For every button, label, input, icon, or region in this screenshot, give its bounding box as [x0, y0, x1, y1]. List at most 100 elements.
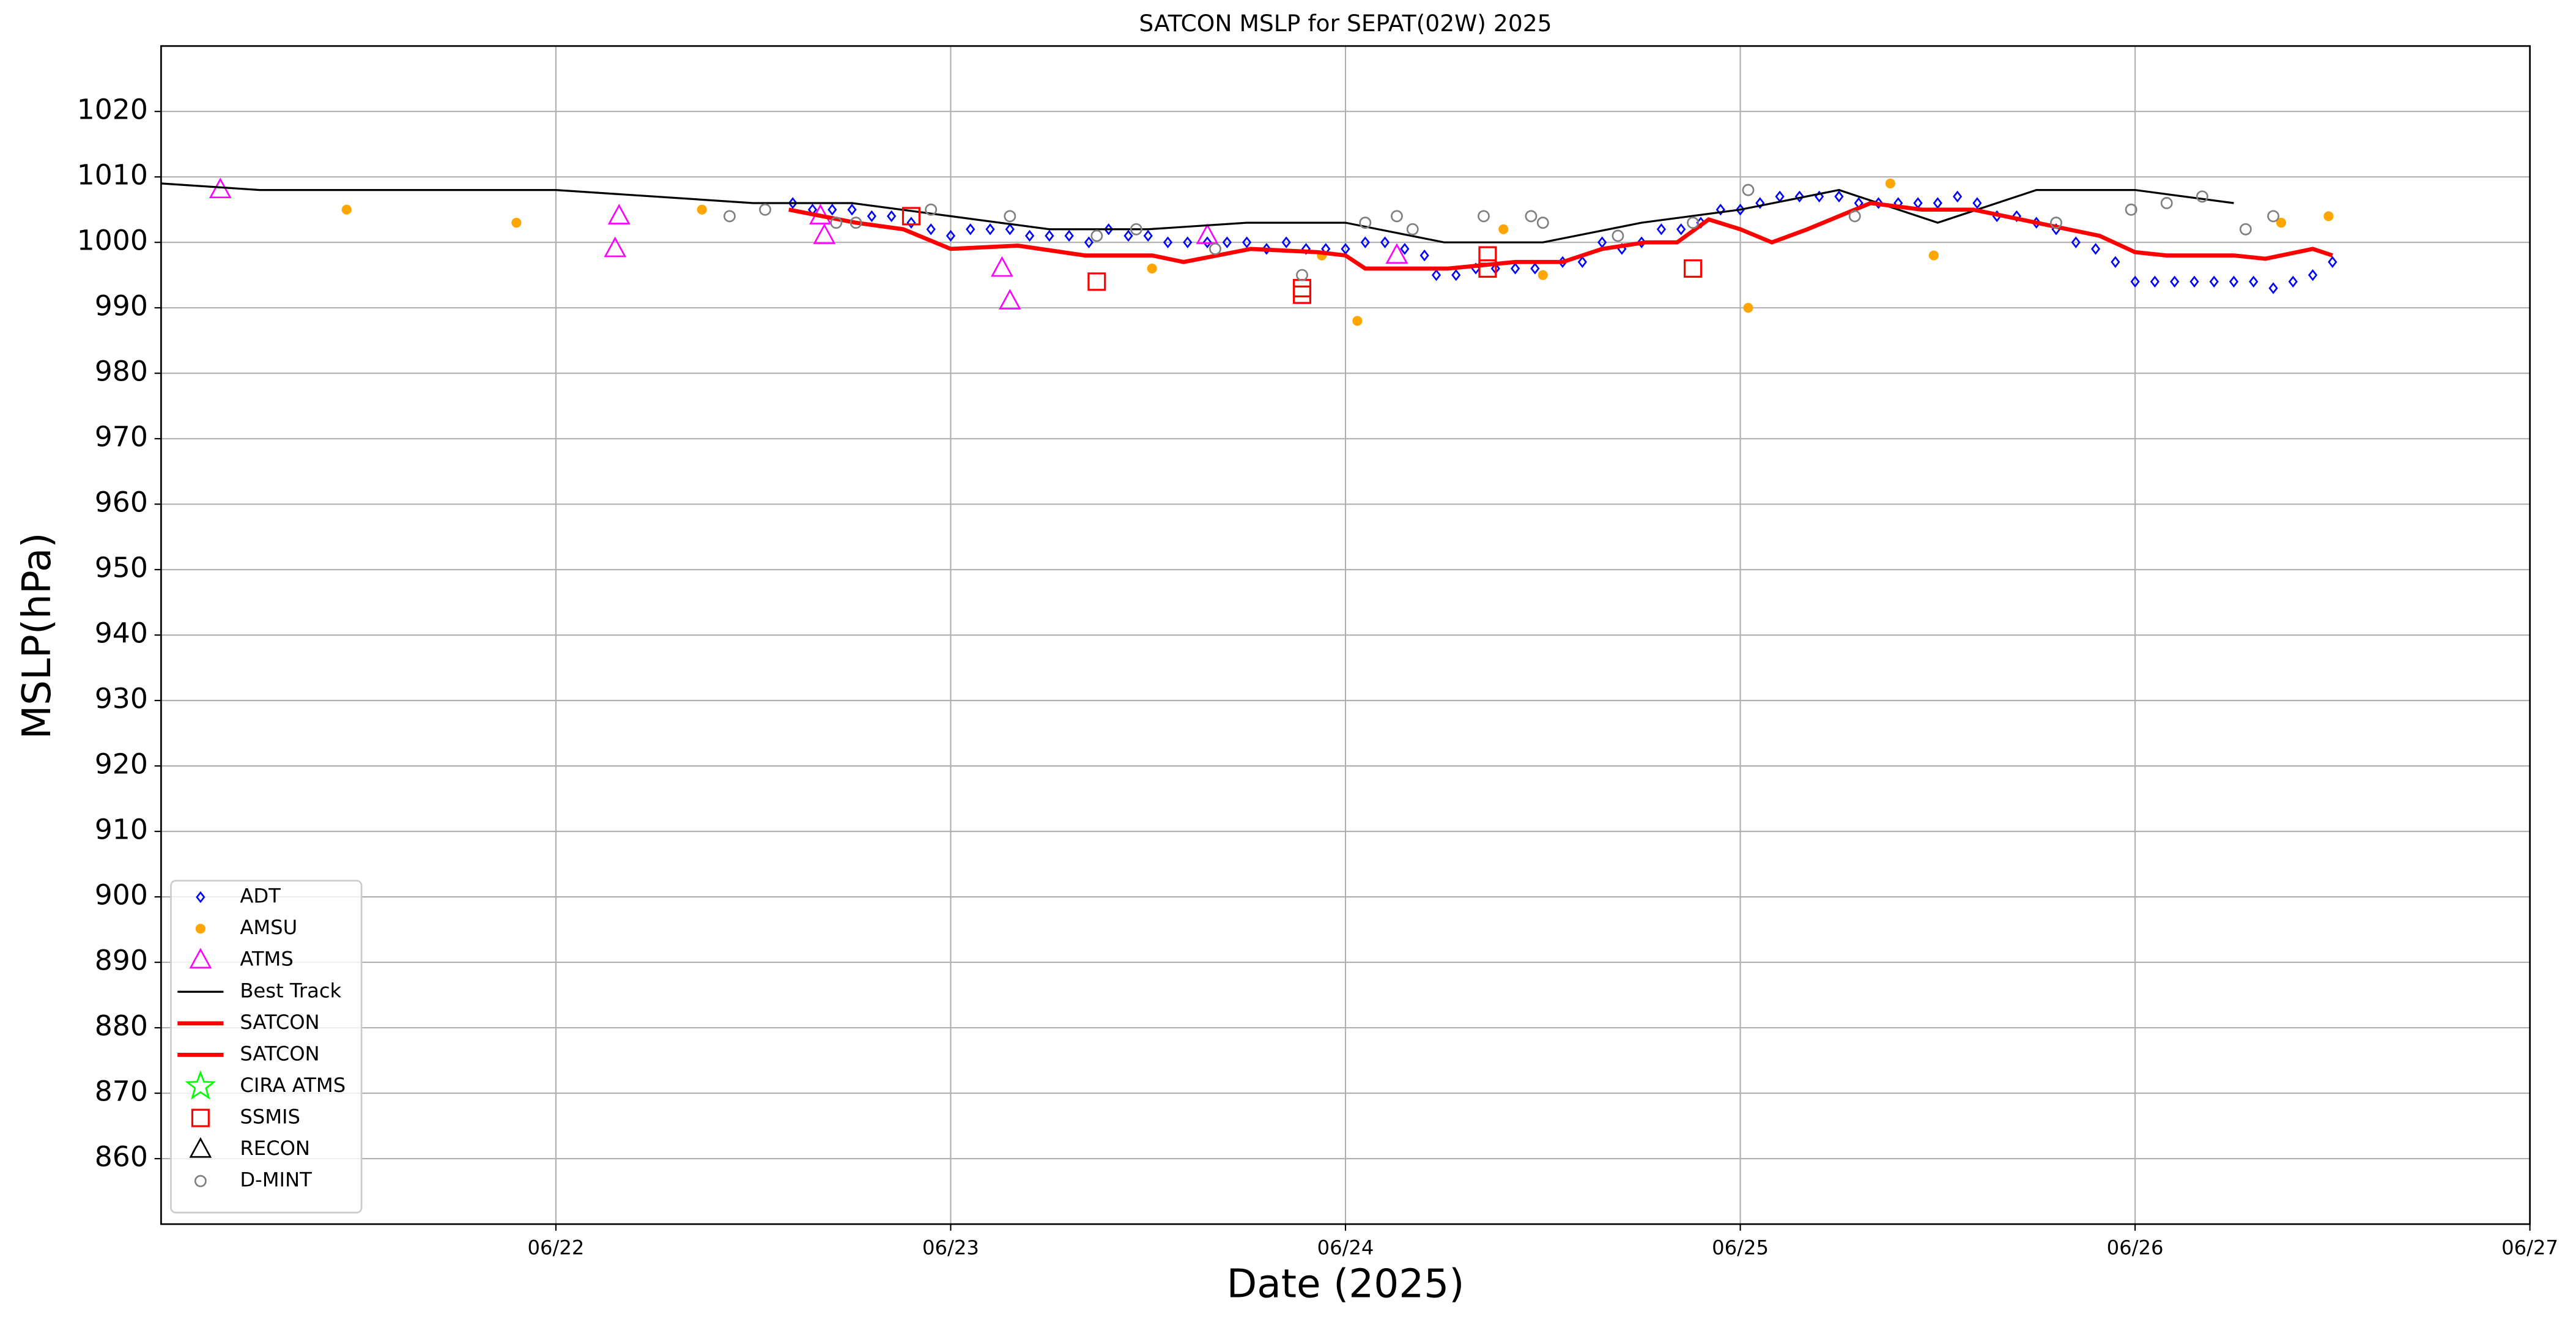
adt-point [196, 891, 205, 904]
dmint-point [194, 1175, 207, 1187]
ssmis-point [1478, 246, 1497, 265]
adt-point [1123, 229, 1133, 242]
y-tick-label: 980 [95, 355, 148, 388]
dmint-point [1359, 217, 1372, 229]
dmint-point [759, 203, 772, 216]
y-tick-label: 950 [95, 552, 148, 584]
dmint-point [1130, 223, 1142, 236]
adt-point [1202, 236, 1212, 248]
adt-point [946, 229, 956, 242]
y-tick-label: 890 [95, 945, 148, 977]
adt-point [2090, 243, 2101, 255]
y-axis-label: MSLP(hPa) [14, 533, 60, 740]
adt-point [2288, 275, 2298, 288]
amsu-point [2276, 218, 2286, 228]
amsu-point [1743, 303, 1753, 313]
y-tick-label: 880 [95, 1010, 148, 1042]
adt-point [1262, 243, 1271, 255]
x-tick-label: 06/23 [922, 1236, 979, 1259]
adt-point [887, 210, 897, 223]
adt-point [1656, 223, 1667, 236]
ssmis-point [1478, 259, 1497, 278]
amsu-point [2323, 211, 2334, 221]
adt-point [2012, 210, 2022, 223]
amsu-point [1885, 178, 1895, 188]
dmint-point [1848, 210, 1861, 223]
adt-point [1281, 236, 1291, 248]
legend-label: SATCON [240, 1042, 319, 1065]
y-tick-label: 1000 [77, 225, 148, 257]
amsu-point [341, 204, 352, 215]
amsu-point [697, 204, 707, 215]
x-tick-label: 06/24 [1317, 1236, 1374, 1259]
triangle-point [607, 204, 631, 225]
dmint-point [1390, 210, 1403, 223]
adt-point [2189, 275, 2199, 288]
ssmis-point [1292, 285, 1312, 304]
triangle-point [189, 948, 212, 969]
y-tick-label: 940 [95, 617, 148, 650]
triangle-point [991, 256, 1013, 277]
amsu-point [1538, 270, 1548, 280]
legend-label: ADT [240, 885, 281, 908]
adt-point [2071, 236, 2081, 248]
legend-label: SSMIS [240, 1105, 300, 1129]
adt-point [1084, 236, 1094, 248]
adt-point [1183, 236, 1193, 248]
dmint-point [1296, 269, 1308, 281]
adt-point [1972, 197, 1982, 209]
adt-point [1024, 229, 1035, 242]
star-point [185, 1070, 217, 1100]
adt-point [1380, 236, 1390, 248]
adt-point [966, 223, 975, 236]
adt-point [1530, 262, 1540, 275]
chart-title: SATCON MSLP for SEPAT(02W) 2025 [1139, 10, 1552, 37]
dmint-point [1742, 184, 1755, 196]
adt-point [1735, 203, 1745, 216]
adt-point [1676, 223, 1686, 236]
adt-point [827, 203, 837, 216]
adt-point [1715, 203, 1725, 216]
y-tick-label: 860 [95, 1141, 148, 1173]
legend-label: Best Track [240, 979, 341, 1002]
amsu-point [1352, 316, 1363, 326]
ssmis-point [1684, 259, 1703, 278]
adt-point [2130, 275, 2140, 288]
adt-point [1577, 256, 1587, 268]
series-line [161, 182, 2234, 243]
y-tick-label: 1020 [77, 94, 148, 126]
y-tick-label: 870 [95, 1075, 148, 1108]
legend-label: D-MINT [240, 1168, 312, 1192]
dmint-point [1004, 210, 1016, 223]
adt-point [788, 197, 798, 209]
y-tick-label: 930 [95, 683, 148, 715]
adt-point [2308, 269, 2318, 281]
dmint-point [2239, 223, 2252, 236]
adt-point [2111, 256, 2120, 268]
dmint-point [2050, 217, 2062, 229]
amsu-point [1147, 263, 1157, 274]
y-tick-label: 920 [95, 748, 148, 781]
triangle-point [1196, 223, 1219, 244]
adt-point [1242, 236, 1252, 248]
adt-point [2170, 275, 2180, 288]
legend-label: SATCON [240, 1011, 319, 1034]
amsu-point [1498, 224, 1509, 234]
y-tick-label: 970 [95, 421, 148, 453]
amsu-point [195, 924, 205, 934]
dmint-point [2196, 190, 2208, 203]
y-tick-label: 960 [95, 486, 148, 519]
triangle-point [998, 289, 1021, 310]
x-tick-label: 06/27 [2501, 1236, 2558, 1259]
legend-box [170, 880, 363, 1214]
adt-point [906, 217, 916, 229]
y-tick-label: 990 [95, 290, 148, 322]
triangle-point [1385, 243, 1408, 264]
dmint-point [1612, 229, 1624, 242]
ssmis-point [901, 207, 920, 226]
dmint-point [2267, 210, 2279, 223]
x-axis-label: Date (2025) [1227, 1261, 1465, 1307]
adt-point [1510, 262, 1520, 275]
adt-point [1064, 229, 1074, 242]
